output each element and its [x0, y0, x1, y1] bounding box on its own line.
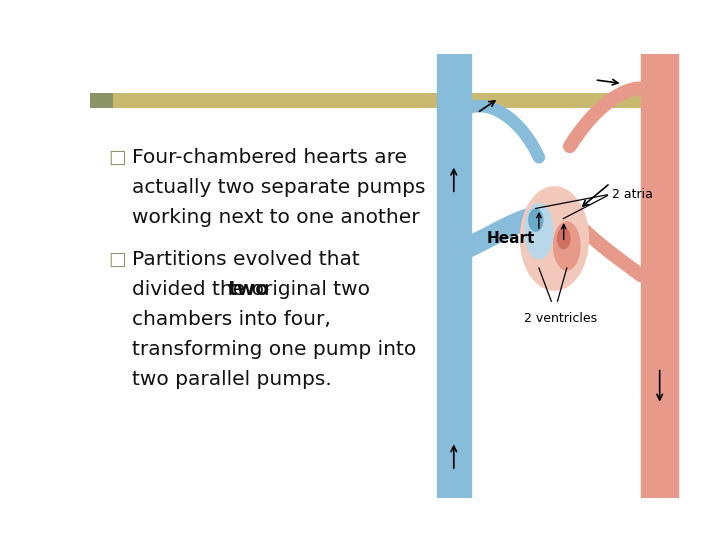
Text: 2 atria: 2 atria: [612, 188, 652, 201]
Text: transforming one pump into: transforming one pump into: [132, 340, 416, 359]
Text: Partitions evolved that: Partitions evolved that: [132, 250, 359, 269]
Text: □: □: [108, 148, 125, 167]
Ellipse shape: [554, 222, 580, 270]
Bar: [114, 93, 648, 109]
Ellipse shape: [521, 187, 588, 290]
Text: divided the original two: divided the original two: [132, 280, 370, 299]
Bar: [90, 93, 114, 109]
Ellipse shape: [529, 209, 543, 231]
Text: working next to one another: working next to one another: [132, 208, 420, 227]
Ellipse shape: [557, 228, 570, 248]
Text: □: □: [108, 250, 125, 269]
Text: actually two separate pumps: actually two separate pumps: [132, 178, 426, 197]
Ellipse shape: [525, 204, 553, 259]
Text: 2 ventricles: 2 ventricles: [524, 312, 597, 325]
Text: two: two: [228, 280, 270, 299]
Text: chambers into four,: chambers into four,: [132, 310, 330, 329]
Text: Heart: Heart: [486, 231, 535, 246]
Text: Four-chambered hearts are: Four-chambered hearts are: [132, 148, 407, 167]
Text: two parallel pumps.: two parallel pumps.: [132, 369, 332, 389]
